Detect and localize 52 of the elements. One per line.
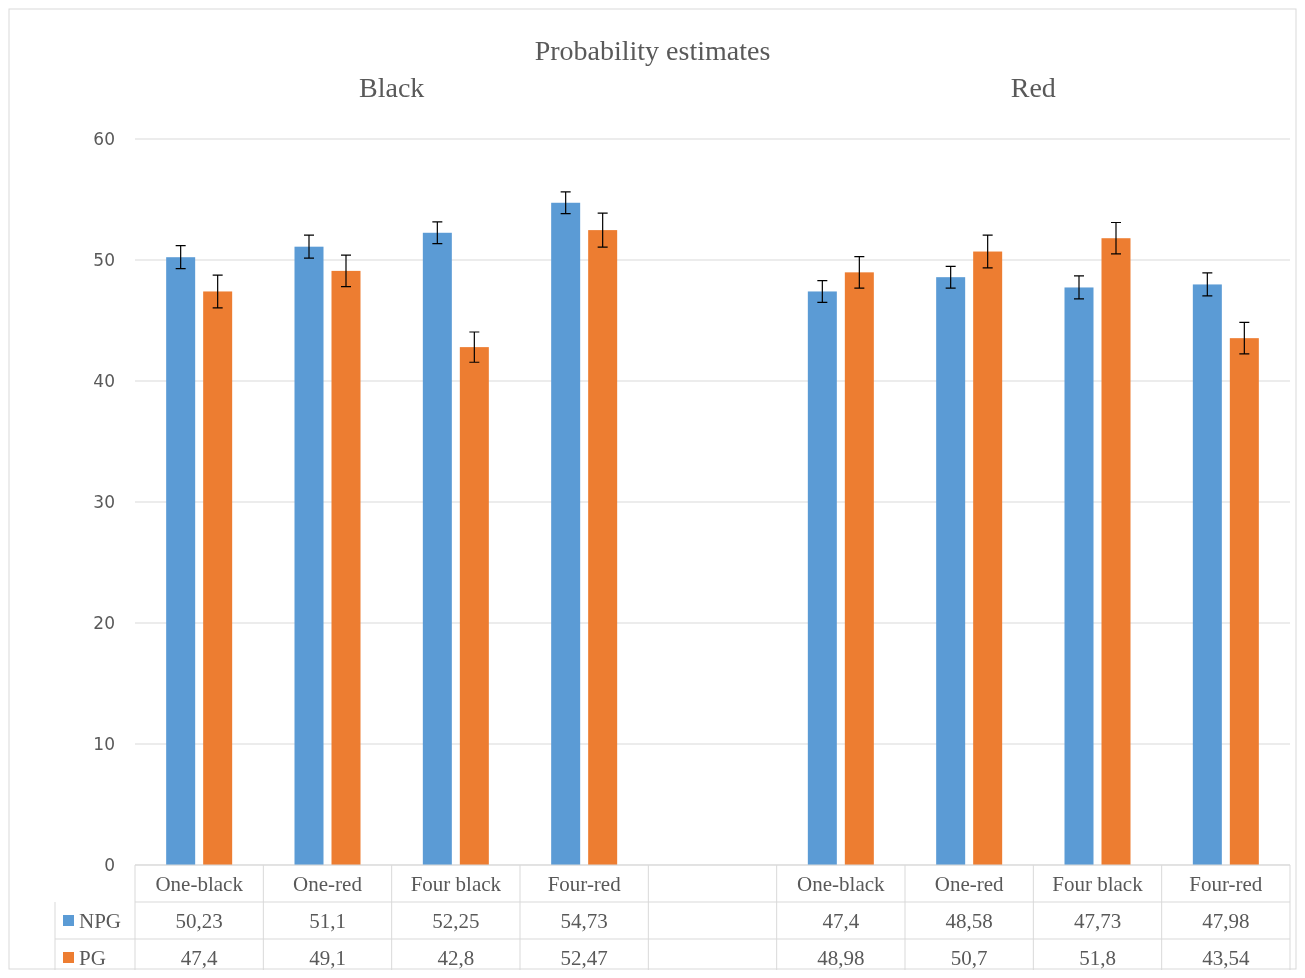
bar	[973, 251, 1003, 865]
x-tick-label: One-red	[293, 872, 363, 896]
y-tick-label: 60	[93, 129, 115, 149]
bar	[459, 347, 489, 865]
data-label: 47,4	[822, 909, 860, 933]
bar	[1101, 238, 1131, 865]
bar	[166, 257, 196, 865]
bar	[331, 270, 361, 865]
data-label: 51,8	[1079, 946, 1116, 970]
data-label: 47,73	[1073, 909, 1122, 933]
x-tick-label: Four-red	[547, 872, 622, 896]
bar	[844, 272, 874, 865]
bar	[1192, 284, 1222, 865]
data-label: 43,54	[1202, 946, 1250, 970]
bar	[1229, 338, 1259, 865]
bar	[551, 202, 581, 865]
data-label: 50,7	[950, 946, 988, 970]
bar	[807, 291, 837, 865]
x-tick-label: Four black	[1052, 872, 1144, 896]
legend-label: PG	[79, 946, 106, 970]
data-label: 49,1	[309, 946, 346, 970]
bar	[422, 232, 452, 865]
x-tick-label: One-red	[934, 872, 1005, 896]
y-tick-label: 10	[93, 734, 115, 754]
chart-title: Probability estimates	[534, 35, 771, 66]
data-label: 52,47	[560, 946, 608, 970]
legend-label: NPG	[79, 909, 122, 933]
y-tick-label: 50	[93, 250, 115, 270]
bar	[588, 230, 618, 865]
y-tick-label: 30	[93, 492, 115, 512]
bar	[203, 291, 233, 865]
data-label: 47,4	[180, 946, 219, 970]
text: Red	[1010, 72, 1056, 103]
data-label: 48,58	[945, 909, 993, 933]
y-tick-label: 0	[104, 855, 115, 875]
data-label: 51,1	[309, 909, 346, 933]
data-label: 47,98	[1202, 909, 1250, 933]
data-label: 48,98	[817, 946, 865, 970]
y-tick-label: 20	[93, 613, 115, 633]
x-tick-label: Four-red	[1189, 872, 1263, 896]
bar	[294, 246, 324, 865]
x-tick-label: Four black	[410, 872, 502, 896]
x-tick-label: One-black	[155, 872, 244, 896]
data-label: 50,23	[175, 909, 223, 933]
data-label: 42,8	[437, 946, 475, 970]
bar	[1064, 287, 1094, 865]
data-label: 54,73	[560, 909, 608, 933]
x-tick-label: One-black	[797, 872, 886, 896]
data-label: 52,25	[432, 909, 480, 933]
text: Black	[359, 72, 425, 103]
y-tick-label: 40	[93, 371, 115, 391]
bar	[936, 277, 966, 865]
